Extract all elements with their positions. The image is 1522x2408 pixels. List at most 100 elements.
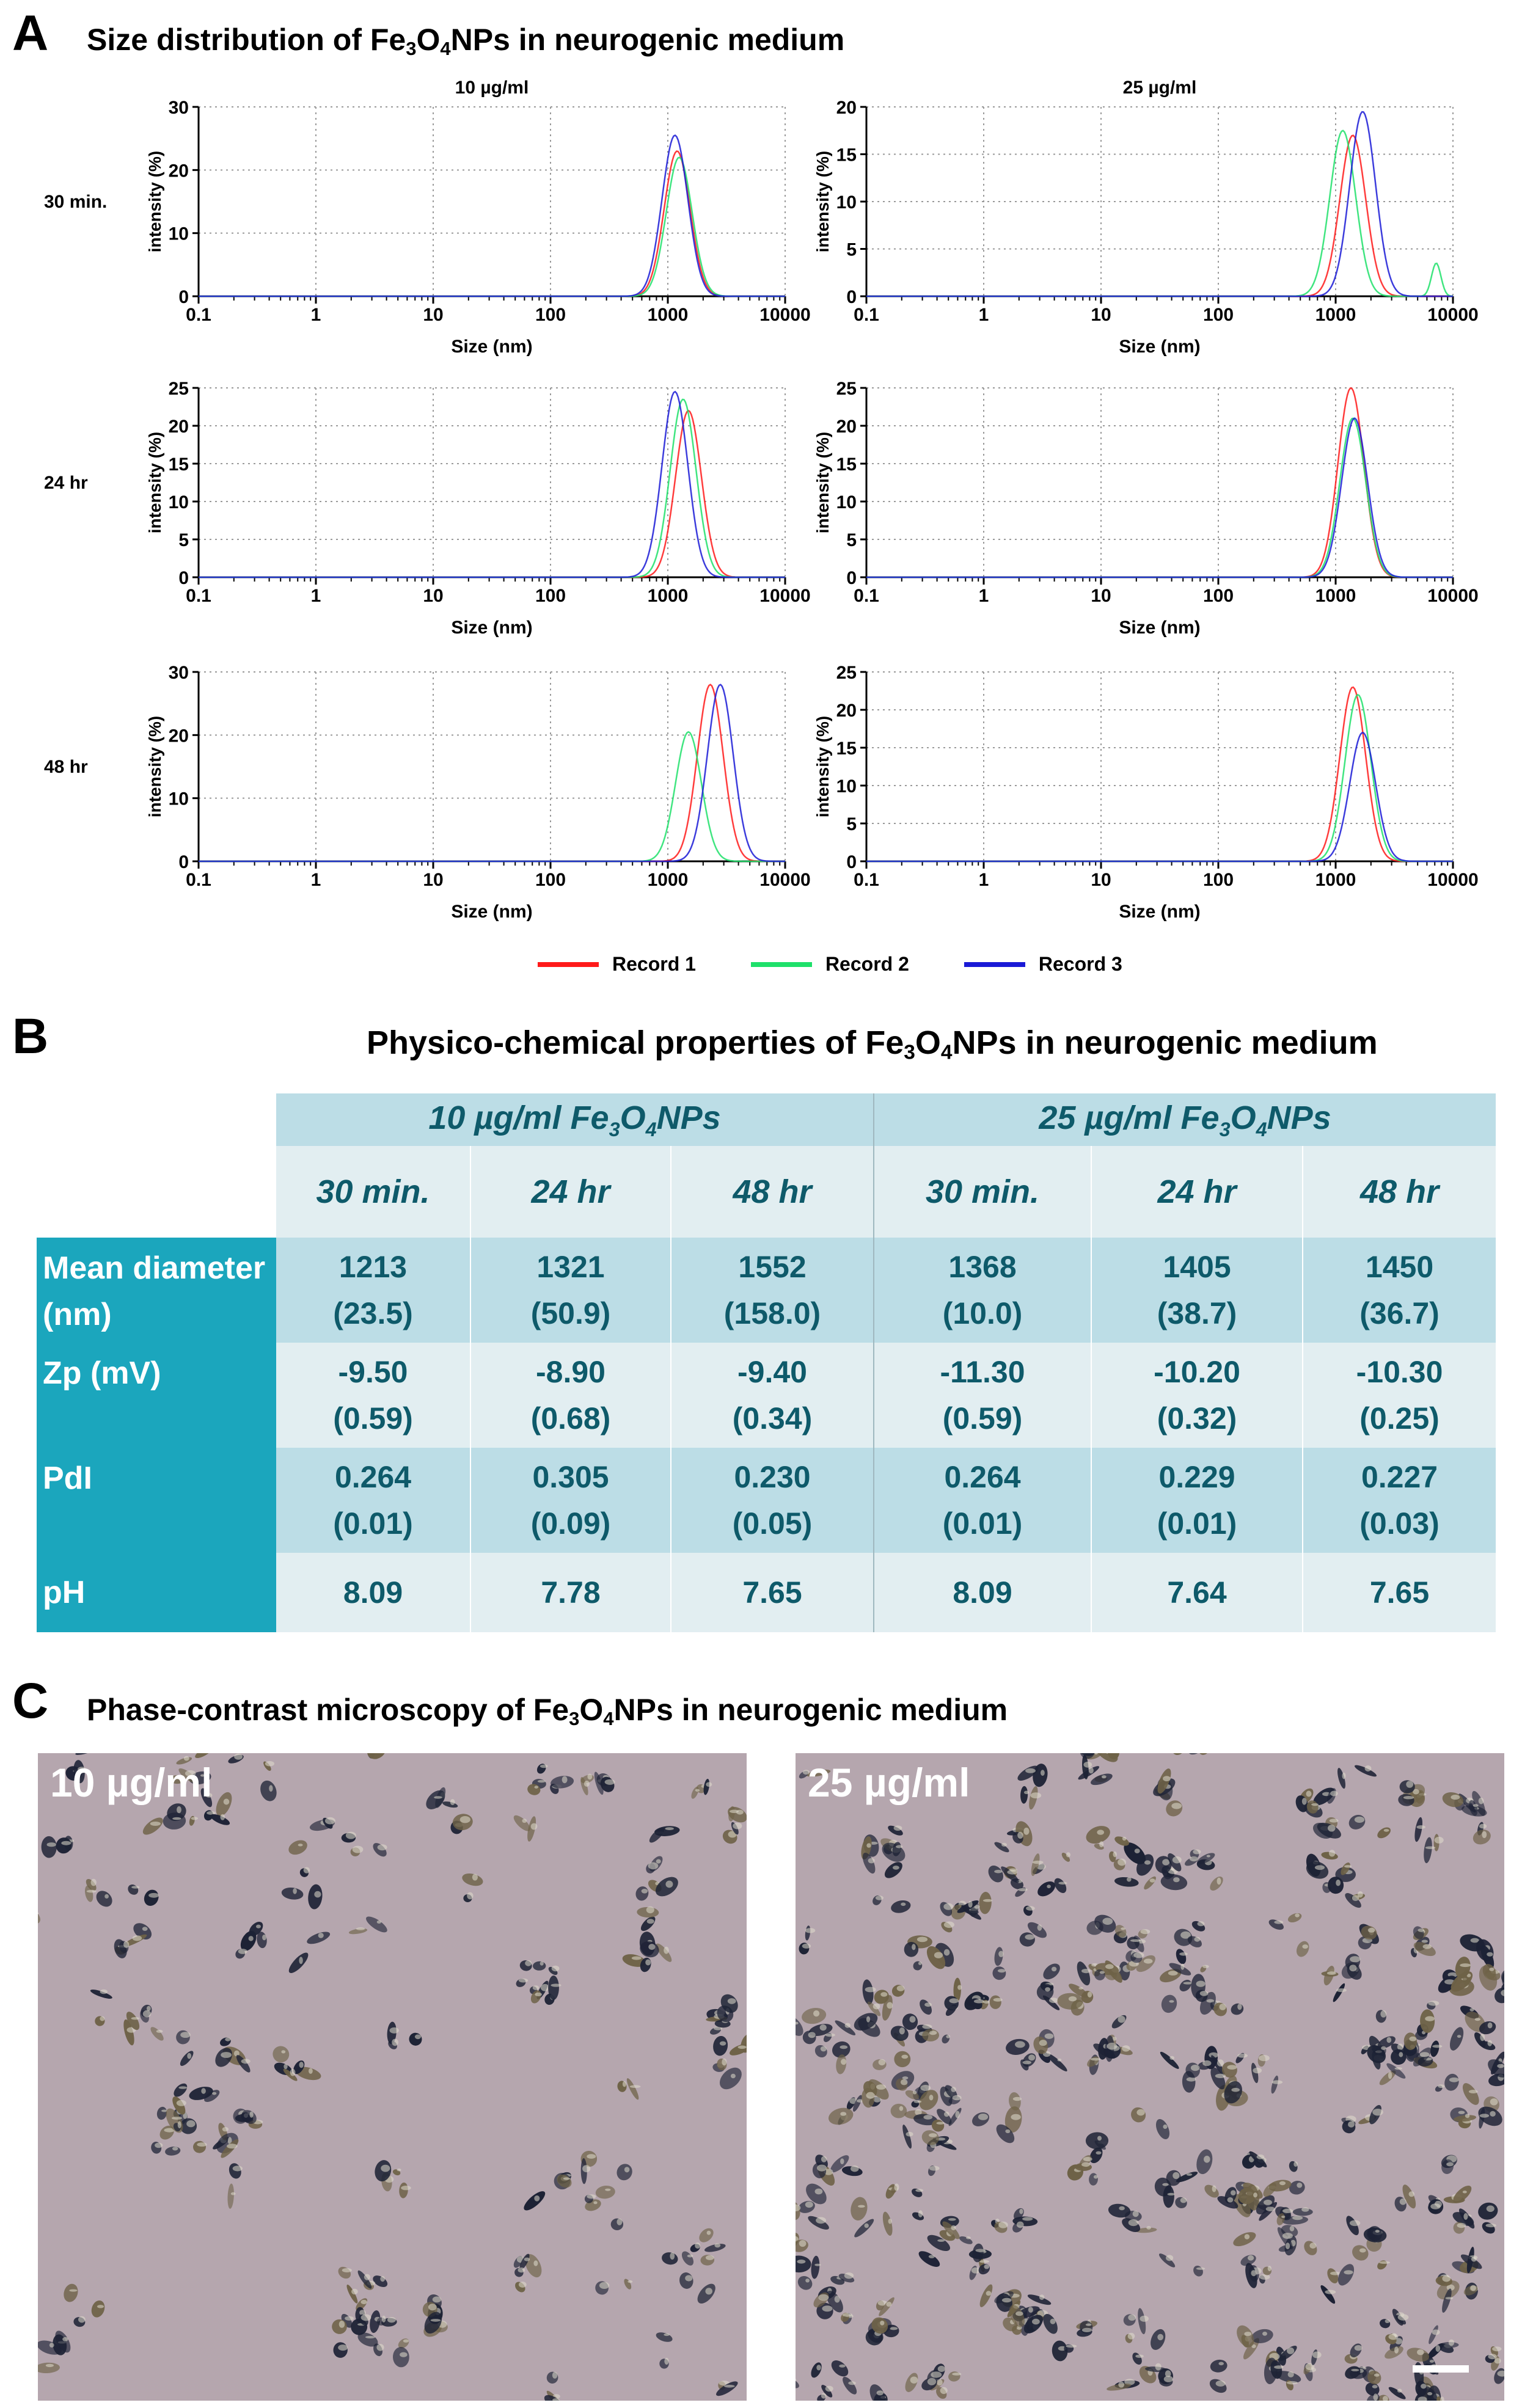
particle-cluster — [1449, 2027, 1464, 2051]
particle-halo — [1274, 2365, 1284, 2369]
scale-bar — [1413, 2365, 1469, 2373]
particle-cluster — [979, 1892, 992, 1914]
particle-halo — [1330, 1790, 1338, 1797]
particle-halo — [966, 2236, 971, 2239]
x-tick-label: 0.1 — [186, 586, 211, 606]
particle-halo — [1470, 1938, 1479, 1943]
particle-halo — [997, 1969, 1006, 1973]
particle-cluster — [957, 1900, 979, 1913]
particle-cluster — [1176, 1949, 1187, 1965]
particle-halo — [866, 2016, 871, 2023]
particle-cluster — [1108, 2203, 1131, 2218]
particle-halo — [1180, 1931, 1191, 1939]
particle-halo — [1328, 1850, 1336, 1857]
particle-halo — [290, 2068, 296, 2076]
particle-halo — [645, 1959, 651, 1966]
particle-cluster — [1424, 1837, 1432, 1864]
particle-halo — [212, 2092, 217, 2095]
particle-halo — [1494, 2358, 1501, 2364]
particle-halo — [1397, 2388, 1402, 2393]
particle-cluster — [713, 2035, 728, 2056]
particle-halo — [1032, 1860, 1044, 1864]
particle-halo — [955, 2111, 960, 2118]
series-line-record-3 — [199, 134, 785, 297]
time-header: 24 hr — [470, 1146, 671, 1238]
particle-cluster — [126, 2012, 140, 2030]
particle-halo — [1105, 1964, 1114, 1969]
x-tick-label: 10 — [1091, 305, 1111, 325]
particle-halo — [256, 1924, 261, 1928]
particle-cluster — [163, 1812, 186, 1830]
particle-cluster — [366, 1916, 387, 1933]
particle-halo — [1162, 1859, 1170, 1866]
particle-cluster — [38, 1908, 40, 1924]
particle-halo — [1149, 1878, 1155, 1883]
particle-cluster — [1333, 1983, 1345, 2002]
y-tick-label: 5 — [846, 530, 857, 550]
particle-cluster — [1276, 2371, 1301, 2383]
particle-cluster — [1107, 1753, 1119, 1760]
particle-halo — [984, 2264, 990, 2269]
particle-halo — [1244, 2234, 1250, 2239]
particle-halo — [1287, 2381, 1298, 2385]
particle-halo — [799, 2240, 807, 2247]
particle-halo — [534, 1786, 539, 1789]
particle-cluster — [802, 2008, 827, 2024]
particle-halo — [1202, 2060, 1212, 2067]
particle-halo — [888, 2219, 892, 2224]
particle-cluster — [548, 1976, 559, 2000]
particle-halo — [1478, 1797, 1484, 1804]
series-line-record-1 — [866, 134, 1453, 297]
table-cell: 8.09 — [873, 1553, 1092, 1632]
particle-halo — [1204, 2156, 1210, 2163]
particle-halo — [221, 2052, 232, 2058]
table-row-pdi: PdI 0.264 (0.01) 0.305 (0.09) 0.230 (0.05) … — [37, 1448, 1496, 1553]
particle-halo — [1348, 2121, 1355, 2128]
particle-halo — [818, 2294, 829, 2301]
particle-halo — [1440, 2396, 1444, 2401]
particle-cluster — [796, 2015, 803, 2036]
series-line-record-2 — [199, 156, 785, 297]
table-group-header-row: 10 µg/ml Fe3O4NPs 25 µg/ml Fe3O4NPs — [37, 1093, 1496, 1238]
particle-halo — [641, 1889, 648, 1894]
particle-cluster — [662, 2252, 678, 2265]
particle-halo — [1488, 2354, 1497, 2360]
particle-halo — [1135, 2354, 1144, 2358]
particle-cluster — [128, 1884, 139, 1895]
x-tick-label: 1 — [979, 305, 989, 325]
particle-halo — [234, 1753, 243, 1760]
particle-halo — [1163, 2124, 1168, 2129]
particle-halo — [380, 2275, 386, 2282]
particle-halo — [1309, 2242, 1317, 2249]
particle-cluster — [1198, 1753, 1209, 1755]
panel-a-letter: A — [12, 5, 49, 61]
particle-halo — [1295, 1913, 1300, 1917]
particle-cluster — [544, 2395, 563, 2401]
particle-halo — [147, 2005, 151, 2012]
particle-halo — [875, 1895, 884, 1900]
particle-cluster — [200, 1788, 213, 1808]
particle-halo — [858, 2205, 865, 2208]
particle-cluster — [1245, 2263, 1257, 2288]
particle-halo — [1168, 1971, 1178, 1976]
particle-cluster — [808, 2024, 833, 2037]
particle-halo — [840, 2158, 844, 2164]
particle-halo — [928, 2255, 935, 2258]
particle-halo — [1425, 2016, 1435, 2021]
table-cell: 1405 (38.7) — [1091, 1238, 1303, 1343]
particle-halo — [552, 2371, 558, 2379]
particle-halo — [857, 2099, 863, 2103]
particle-halo — [131, 1886, 140, 1889]
x-tick-label: 0.1 — [854, 586, 879, 606]
particle-halo — [1196, 2267, 1206, 2270]
x-tick-label: 1 — [311, 586, 321, 606]
particle-halo — [1244, 2332, 1252, 2337]
particle-halo — [998, 2221, 1008, 2228]
particle-halo — [540, 1983, 550, 1991]
particle-halo — [1068, 1996, 1077, 2002]
particle-halo — [201, 2088, 206, 2094]
particle-halo — [1083, 1761, 1092, 1768]
x-tick-label: 100 — [1203, 870, 1234, 890]
particle-halo — [695, 2242, 701, 2249]
time-header: 30 min. — [276, 1146, 470, 1238]
